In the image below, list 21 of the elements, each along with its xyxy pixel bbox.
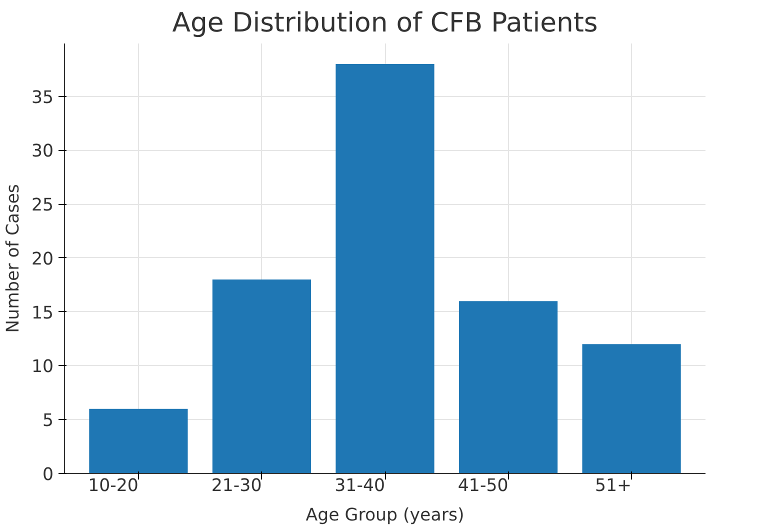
x-tick-label: 10-20: [88, 476, 138, 496]
bar: [582, 344, 681, 474]
y-axis-title: Number of Cases: [3, 184, 24, 333]
y-tick-label: 35: [31, 88, 54, 108]
x-tick-label: 31-40: [334, 476, 386, 496]
bar: [336, 64, 434, 474]
x-tick-label: 41-50: [458, 476, 508, 496]
bar: [89, 408, 188, 474]
x-tick-label: 51+: [594, 476, 632, 496]
y-tick-label: 0: [42, 465, 54, 485]
chart-title: Age Distribution of CFB Patients: [172, 8, 598, 38]
bar: [458, 301, 558, 474]
bar: [212, 280, 312, 474]
y-tick-label: 5: [42, 411, 54, 432]
y-tick-label: 30: [31, 142, 54, 162]
x-axis-title: Age Group (years): [306, 506, 464, 526]
y-tick-label: 20: [31, 249, 54, 270]
y-tick-label: 10: [31, 357, 54, 378]
y-tick-label: 25: [31, 196, 54, 216]
x-tick-label: 21-30: [211, 476, 262, 496]
y-tick-label: 15: [31, 303, 54, 324]
